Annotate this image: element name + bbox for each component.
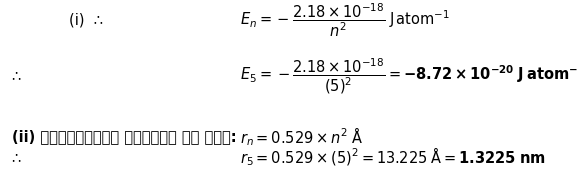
Text: ∴: ∴ bbox=[12, 150, 21, 165]
Text: $r_5 = 0.529 \times (5)^2 = 13.225\;\mathrm{\AA} = \mathbf{1.3225\;nm}$: $r_5 = 0.529 \times (5)^2 = 13.225\;\mat… bbox=[240, 146, 546, 168]
Text: $r_n = 0.529 \times n^2\;\mathrm{\AA}$: $r_n = 0.529 \times n^2\;\mathrm{\AA}$ bbox=[240, 126, 363, 148]
Text: (ii) हाइड्रोजन परमाणु के लिए:: (ii) हाइड्रोजन परमाणु के लिए: bbox=[12, 129, 236, 144]
Text: ∴: ∴ bbox=[12, 69, 21, 83]
Text: $E_5 = -\dfrac{2.18 \times 10^{-18}}{(5)^2} = \mathbf{-8.72 \times 10^{-20}\;J\;: $E_5 = -\dfrac{2.18 \times 10^{-18}}{(5)… bbox=[240, 56, 578, 96]
Text: $E_n = -\dfrac{2.18 \times 10^{-18}}{n^2}\;\mathrm{J\,atom}^{-1}$: $E_n = -\dfrac{2.18 \times 10^{-18}}{n^2… bbox=[240, 1, 450, 39]
Text: (i)  ∴: (i) ∴ bbox=[69, 13, 103, 28]
